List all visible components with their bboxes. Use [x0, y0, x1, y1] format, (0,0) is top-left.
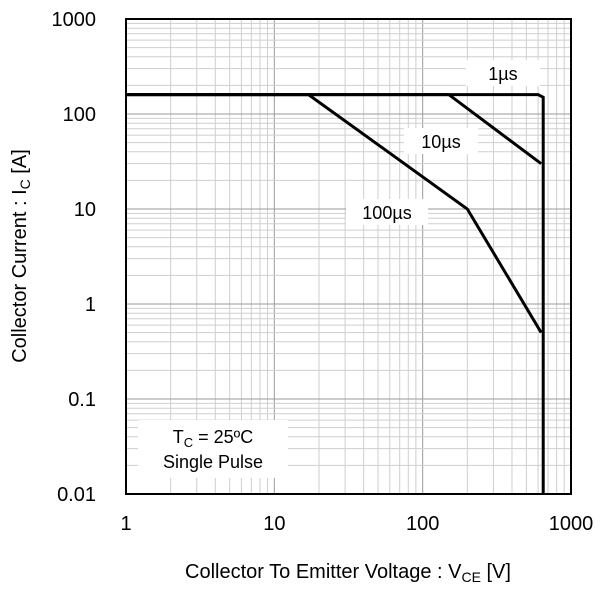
- plot-frame: [125, 18, 572, 495]
- single-pulse-label: Single Pulse: [163, 452, 263, 472]
- series-label-100us: 100µs: [362, 203, 411, 223]
- x-axis-title: Collector To Emitter Voltage : VCE [V]: [185, 561, 511, 585]
- x-tick-label: 1000: [549, 513, 594, 535]
- x-tick-label: 10: [263, 513, 285, 535]
- conditions-annotation: TC = 25ºC Single Pulse: [138, 420, 288, 478]
- grid: [125, 19, 571, 495]
- y-tick-label: 1000: [52, 9, 97, 31]
- case-temperature-label: TC = 25ºC: [173, 427, 254, 450]
- y-tick-label: 0.1: [68, 389, 96, 411]
- series-label-1us: 1µs: [488, 64, 517, 84]
- y-tick-label: 1: [85, 294, 96, 316]
- x-tick-label: 1: [120, 513, 131, 535]
- x-tick-labels: 1 10 100 1000: [120, 513, 593, 535]
- series-label-10us-group: 10µs: [404, 128, 478, 154]
- series-line-2: [126, 93, 543, 334]
- series-label-10us: 10µs: [421, 132, 460, 152]
- y-tick-labels: 0.01 0.1 1 10 100 1000: [52, 9, 97, 506]
- series-label-100us-group: 100µs: [346, 199, 428, 225]
- series-label-1us-group: 1µs: [466, 60, 540, 86]
- series-lines: [126, 93, 545, 494]
- y-tick-label: 10: [74, 199, 96, 221]
- y-axis-title: Collector Current : IC [A]: [9, 149, 33, 363]
- y-tick-label: 100: [63, 104, 96, 126]
- y-tick-label: 0.01: [57, 484, 96, 506]
- x-tick-label: 100: [406, 513, 439, 535]
